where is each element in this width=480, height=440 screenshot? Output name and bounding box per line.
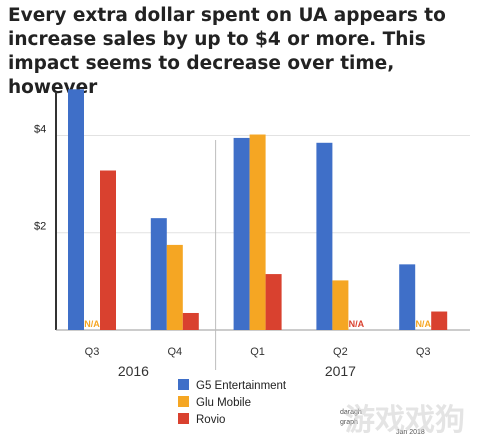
bar-glu-mobile-2 bbox=[249, 134, 266, 330]
bar-rovio-2 bbox=[265, 274, 282, 330]
legend-label: Glu Mobile bbox=[196, 397, 251, 409]
bar-g5-entertainment-1 bbox=[150, 218, 167, 330]
year-label: 2017 bbox=[325, 363, 356, 379]
labels: $2 $4 N/A Q3 Q4 Q1 N/A Q2 N/A Q3 2016 2017 bbox=[34, 123, 431, 379]
legend-label: G5 Entertainment bbox=[196, 380, 287, 392]
x-tick-label: Q1 bbox=[250, 346, 265, 358]
x-tick-label: Q2 bbox=[333, 346, 348, 358]
chart-title: Every extra dollar spent on UA appears t… bbox=[8, 5, 446, 98]
x-tick-label: Q3 bbox=[416, 346, 431, 358]
bar-g5-entertainment-0 bbox=[68, 89, 84, 330]
na-label: N/A bbox=[415, 319, 431, 329]
bar-g5-entertainment-3 bbox=[316, 142, 333, 330]
bar-rovio-1 bbox=[182, 312, 199, 330]
legend-swatch bbox=[178, 413, 189, 424]
na-label: N/A bbox=[349, 319, 365, 329]
x-tick-label: Q4 bbox=[167, 346, 182, 358]
bar-glu-mobile-3 bbox=[332, 280, 349, 330]
na-label: N/A bbox=[84, 319, 100, 329]
legend-swatch bbox=[178, 396, 189, 407]
year-label: 2016 bbox=[118, 363, 149, 379]
source-text: daragh bbox=[340, 409, 362, 416]
y-tick-label: $4 bbox=[34, 123, 46, 135]
x-tick-label: Q3 bbox=[85, 346, 100, 358]
bar-rovio-4 bbox=[431, 311, 448, 330]
source-text: graph bbox=[340, 419, 358, 426]
legend-swatch bbox=[178, 379, 189, 390]
bar-glu-mobile-1 bbox=[166, 244, 183, 330]
bar-g5-entertainment-4 bbox=[399, 264, 416, 330]
source-text: Jan 2018 bbox=[396, 429, 425, 436]
y-tick-label: $2 bbox=[34, 221, 46, 233]
watermark-text: 游戏戏狗 bbox=[345, 403, 465, 438]
bar-g5-entertainment-2 bbox=[233, 137, 250, 330]
legend: G5 Entertainment Glu Mobile Rovio bbox=[178, 379, 287, 426]
bars bbox=[68, 89, 448, 330]
bar-rovio-0 bbox=[100, 170, 116, 330]
legend-label: Rovio bbox=[196, 414, 225, 426]
